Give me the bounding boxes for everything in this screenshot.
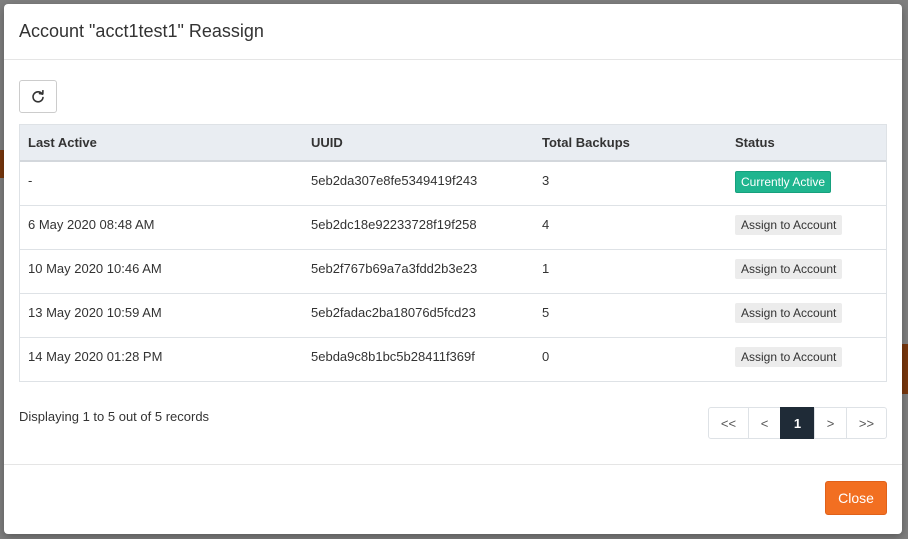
cell-uuid: 5eb2da307e8fe5349419f243: [311, 173, 478, 188]
assign-to-account-button[interactable]: Assign to Account: [735, 346, 843, 367]
table-row: 14 May 2020 01:28 PM 5ebda9c8b1bc5b28411…: [20, 337, 886, 381]
current-page-button[interactable]: 1: [780, 407, 815, 439]
column-header-total-backups[interactable]: Total Backups: [534, 125, 727, 162]
cell-status: Assign to Account: [727, 337, 886, 381]
cell-last-active: -: [28, 173, 33, 188]
table-header-row: Last Active UUID Total Backups Status: [20, 125, 886, 162]
table-row: 10 May 2020 10:46 AM 5eb2f767b69a7a3fdd2…: [20, 249, 886, 293]
cell-status: Currently Active: [727, 161, 886, 205]
cell-uuid: 5ebda9c8b1bc5b28411f369f: [311, 348, 475, 364]
cell-total-backups: 3: [542, 173, 550, 188]
cell-status: Assign to Account: [727, 293, 886, 337]
first-page-button[interactable]: <<: [708, 407, 749, 439]
cell-uuid: 5eb2dc18e92233728f19f258: [311, 216, 477, 232]
refresh-button[interactable]: [19, 80, 57, 113]
modal-header: Account "acct1test1" Reassign: [4, 4, 902, 60]
next-page-button[interactable]: >: [814, 407, 847, 439]
cell-total-backups: 0: [542, 348, 550, 364]
cell-total-backups: 5: [542, 304, 550, 320]
currently-active-badge: Currently Active: [735, 171, 832, 193]
assign-to-account-button[interactable]: Assign to Account: [735, 214, 843, 235]
cell-last-active: 10 May 2020 10:46 AM: [28, 260, 162, 276]
table-row: 13 May 2020 10:59 AM 5eb2fadac2ba18076d5…: [20, 293, 886, 337]
table-row: 6 May 2020 08:48 AM 5eb2dc18e92233728f19…: [20, 205, 886, 249]
assign-to-account-button[interactable]: Assign to Account: [735, 258, 843, 279]
last-page-button[interactable]: >>: [846, 407, 887, 439]
refresh-icon: [31, 89, 45, 104]
column-header-uuid[interactable]: UUID: [303, 125, 534, 162]
modal-title: Account "acct1test1" Reassign: [19, 21, 264, 41]
table-row: - 5eb2da307e8fe5349419f243 3 Currently A…: [20, 161, 886, 205]
records-count-text: Displaying 1 to 5 out of 5 records: [19, 409, 210, 424]
cell-total-backups: 4: [542, 216, 550, 232]
column-header-status[interactable]: Status: [727, 125, 886, 162]
column-header-last-active[interactable]: Last Active: [20, 125, 303, 162]
cell-uuid: 5eb2fadac2ba18076d5fcd23: [311, 304, 476, 320]
cell-last-active: 6 May 2020 08:48 AM: [28, 216, 155, 232]
cell-last-active: 14 May 2020 01:28 PM: [28, 348, 163, 364]
reassign-modal: Account "acct1test1" Reassign Last Activ…: [4, 4, 902, 534]
assign-to-account-button[interactable]: Assign to Account: [735, 302, 843, 323]
previous-page-button[interactable]: <: [748, 407, 781, 439]
cell-status: Assign to Account: [727, 249, 886, 293]
cell-total-backups: 1: [542, 260, 550, 276]
cell-last-active: 13 May 2020 10:59 AM: [28, 304, 162, 320]
pagination: << < 1 > >>: [708, 407, 887, 439]
modal-footer: Close: [4, 464, 902, 535]
devices-table: Last Active UUID Total Backups Status - …: [19, 124, 887, 382]
close-button[interactable]: Close: [825, 481, 887, 515]
cell-status: Assign to Account: [727, 205, 886, 249]
cell-uuid: 5eb2f767b69a7a3fdd2b3e23: [311, 260, 478, 276]
